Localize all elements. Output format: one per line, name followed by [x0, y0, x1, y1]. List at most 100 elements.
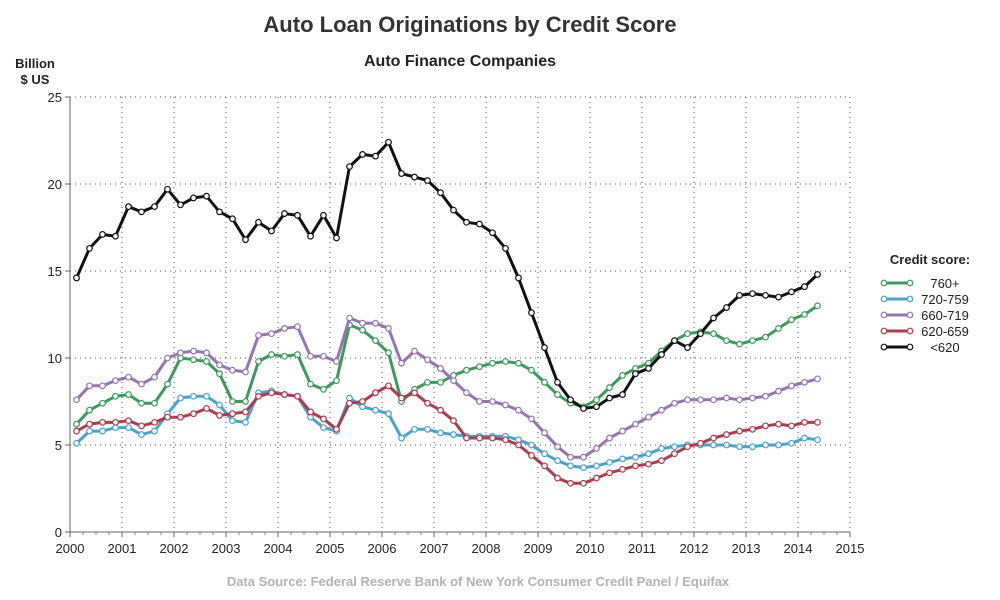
data-point: [424, 378, 431, 386]
legend-title: Credit score:: [890, 252, 970, 267]
chart-subtitle: Auto Finance Companies: [364, 53, 556, 70]
data-point: [437, 378, 444, 386]
data-point: [645, 365, 652, 372]
legend-label: <620: [930, 340, 959, 355]
data-point: [736, 427, 743, 435]
plot-area: [73, 138, 821, 487]
data-point: [775, 441, 782, 449]
data-point: [333, 425, 340, 433]
data-point: [658, 406, 665, 414]
data-point: [411, 389, 418, 397]
data-point: [281, 391, 288, 398]
data-point: [593, 474, 600, 482]
data-point: [749, 290, 756, 298]
data-point: [242, 408, 249, 416]
data-point: [151, 427, 158, 435]
data-point: [203, 192, 210, 200]
legend-swatch-marker: [880, 295, 888, 303]
data-point: [255, 331, 262, 339]
x-tick-label: 2012: [680, 541, 709, 556]
series-line: [75, 389, 818, 470]
data-point: [164, 413, 171, 421]
data-point: [190, 356, 197, 364]
data-point: [294, 211, 301, 219]
legend-swatch-marker: [906, 343, 914, 351]
data-point: [229, 398, 236, 405]
data-point: [710, 396, 717, 404]
chart-title: Auto Loan Originations by Credit Score: [263, 12, 676, 37]
data-point: [814, 436, 821, 444]
data-point: [151, 399, 158, 407]
data-point: [151, 203, 158, 211]
data-point: [489, 434, 496, 442]
data-point: [164, 380, 171, 388]
data-point: [216, 412, 223, 419]
data-point: [359, 151, 366, 158]
data-point: [151, 373, 158, 381]
data-point: [606, 384, 613, 391]
legend-label: 660-719: [921, 308, 969, 323]
legend-item: 760+: [880, 276, 960, 291]
data-point: [463, 434, 470, 442]
y-tick-label: 0: [55, 525, 62, 540]
data-point: [645, 413, 652, 421]
y-tick-label: 15: [48, 264, 62, 279]
data-point: [372, 406, 379, 414]
x-tick-label: 2011: [628, 541, 656, 556]
data-point: [684, 344, 691, 351]
data-point: [567, 453, 574, 461]
data-point: [398, 359, 405, 367]
data-point: [515, 359, 522, 367]
data-point: [788, 316, 795, 324]
data-point: [749, 425, 756, 433]
series-line: [75, 304, 819, 426]
data-point: [359, 319, 366, 327]
data-point: [294, 351, 301, 358]
data-point: [424, 425, 431, 433]
data-point: [541, 450, 548, 458]
data-point: [775, 420, 782, 428]
y-axis-label-line1: Billion: [15, 56, 55, 71]
data-point: [684, 443, 691, 451]
data-point: [437, 406, 444, 414]
data-point: [385, 349, 392, 357]
data-point: [242, 398, 249, 405]
data-point: [138, 422, 145, 430]
data-point: [619, 391, 626, 398]
data-point: [320, 352, 327, 360]
data-point: [619, 372, 626, 379]
data-point: [541, 462, 548, 470]
data-point: [333, 377, 340, 385]
data-point: [372, 319, 379, 327]
legend-swatch-marker: [906, 295, 914, 303]
data-point: [320, 424, 327, 432]
data-point: [125, 391, 132, 398]
data-point: [606, 459, 613, 466]
data-point: [723, 337, 730, 345]
y-tick-label: 20: [48, 177, 62, 192]
data-point: [333, 358, 340, 365]
data-point: [255, 392, 262, 400]
data-point: [580, 405, 587, 412]
legend-swatch-marker: [880, 279, 888, 287]
x-tick-label: 2005: [316, 541, 345, 556]
data-point: [450, 431, 457, 438]
legend-swatch-marker: [906, 311, 914, 319]
data-point: [177, 413, 184, 421]
data-point: [645, 460, 652, 468]
legend-swatch-marker: [880, 343, 888, 351]
data-point: [203, 358, 210, 365]
data-point: [697, 439, 704, 447]
data-point: [593, 462, 600, 470]
data-point: [762, 422, 769, 430]
data-point: [593, 445, 600, 452]
data-point: [385, 138, 392, 146]
data-point: [242, 236, 249, 244]
y-tick-label: 5: [55, 438, 62, 453]
data-point: [73, 427, 80, 435]
data-point: [372, 337, 379, 345]
data-point: [775, 293, 782, 301]
x-tick-label: 2007: [420, 541, 449, 556]
data-point: [294, 392, 301, 400]
